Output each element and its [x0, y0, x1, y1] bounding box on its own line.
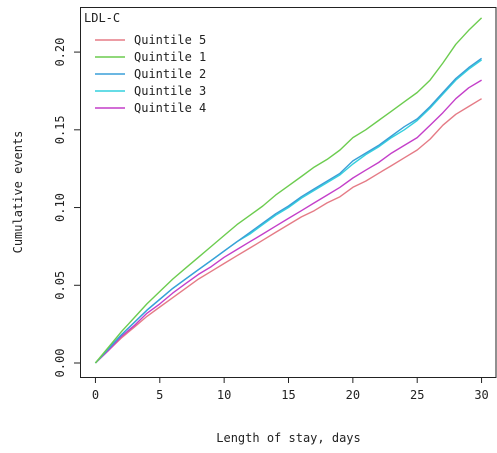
legend: LDL-C Quintile 5 Quintile 1 Quintile 2 Quin… — [84, 11, 206, 115]
x-axis-label: Length of stay, days — [216, 431, 361, 445]
series-line-quintile-4 — [94, 79, 482, 364]
y-tick-label: 0.00 — [53, 349, 67, 378]
y-axis-label: Cumulative events — [11, 131, 25, 254]
y-tick-label: 0.20 — [53, 38, 67, 67]
x-tick-label: 25 — [410, 388, 424, 402]
series-line-quintile-5 — [94, 98, 482, 364]
y-tick-label: 0.05 — [53, 271, 67, 300]
x-tick-label: 20 — [346, 388, 360, 402]
legend-entry: Quintile 1 — [134, 50, 206, 64]
y-tick-label: 0.10 — [53, 193, 67, 222]
legend-entry: Quintile 4 — [134, 101, 206, 115]
x-tick-label: 0 — [92, 388, 99, 402]
x-axis: 0 5 10 15 20 25 30 — [92, 377, 489, 402]
series-line-quintile-1 — [94, 17, 483, 364]
legend-entry: Quintile 2 — [134, 67, 206, 81]
series-layer — [94, 17, 483, 364]
y-axis: 0.00 0.05 0.10 0.15 0.20 — [53, 38, 80, 378]
series-line-quintile-2 — [94, 57, 483, 364]
legend-entry: Quintile 3 — [134, 84, 206, 98]
legend-title: LDL-C — [84, 11, 120, 25]
x-tick-label: 5 — [156, 388, 163, 402]
x-tick-label: 30 — [474, 388, 488, 402]
x-tick-label: 10 — [217, 388, 231, 402]
x-tick-label: 15 — [281, 388, 295, 402]
y-tick-label: 0.15 — [53, 115, 67, 144]
legend-entry: Quintile 5 — [134, 33, 206, 47]
